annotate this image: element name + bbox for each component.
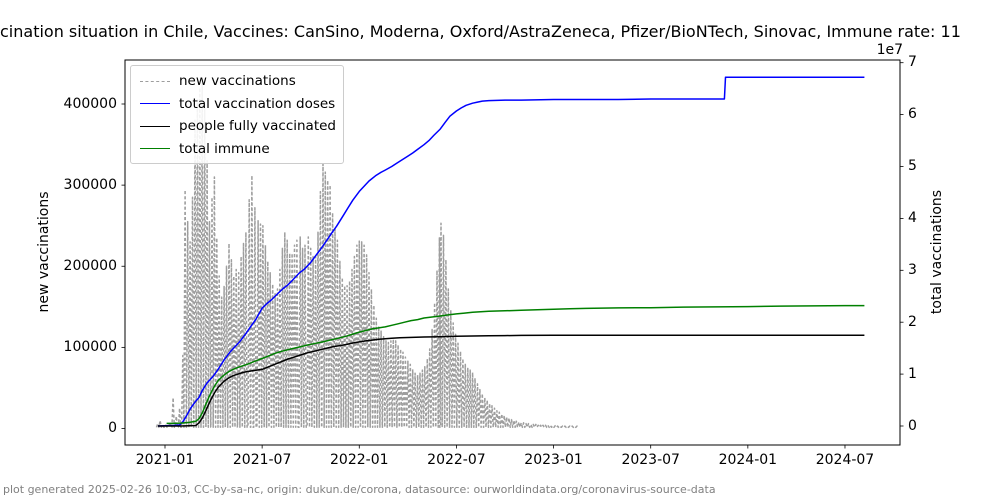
left-tick-label: 400000 xyxy=(63,95,117,112)
legend-swatch-total-immune xyxy=(140,148,170,150)
legend-item-total-vaccination-doses: total vaccination doses xyxy=(131,93,343,116)
series-line-total-vaccination-doses xyxy=(157,76,865,427)
legend-label-total-vaccination-doses: total vaccination doses xyxy=(179,95,336,112)
x-tick-label: 2024-01 xyxy=(718,452,778,468)
right-axis-offset-text: 1e7 xyxy=(876,42,903,58)
left-axis-label: new vaccinations xyxy=(36,191,52,313)
legend-swatch-total-vaccination-doses xyxy=(140,103,170,105)
left-tick-label: 200000 xyxy=(63,257,117,274)
legend-swatch-people-fully-vaccinated xyxy=(140,125,170,127)
legend-label-total-immune: total immune xyxy=(179,140,270,157)
x-tick-label: 2022-01 xyxy=(330,452,389,468)
legend-item-total-immune: total immune xyxy=(131,138,343,161)
right-tick-label: 4 xyxy=(908,209,917,226)
right-tick-label: 2 xyxy=(908,313,917,330)
x-tick-label: 2021-01 xyxy=(135,452,195,468)
x-tick-label: 2024-07 xyxy=(815,452,875,468)
x-tick-label: 2023-07 xyxy=(621,452,680,468)
x-tick-label: 2021-07 xyxy=(232,452,292,468)
legend-label-people-fully-vaccinated: people fully vaccinated xyxy=(179,118,336,135)
right-tick-label: 6 xyxy=(908,106,917,123)
legend-label-new-vaccinations: new vaccinations xyxy=(179,73,296,90)
right-axis-label: total vaccinations xyxy=(929,189,945,315)
series-line-total-immune xyxy=(166,304,865,425)
right-tick-label: 1 xyxy=(908,365,917,382)
right-tick-label: 3 xyxy=(908,261,917,278)
legend-item-new-vaccinations: new vaccinations xyxy=(131,70,343,93)
right-tick-label: 7 xyxy=(908,54,917,71)
series-line-new-vaccinations xyxy=(155,82,579,429)
legend-item-people-fully-vaccinated: people fully vaccinated xyxy=(131,115,343,138)
legend-swatch-new-vaccinations xyxy=(140,80,170,82)
right-tick-label: 0 xyxy=(908,417,917,434)
chart-title: cination situation in Chile, Vaccines: C… xyxy=(0,22,961,41)
left-tick-label: 300000 xyxy=(63,176,117,193)
right-tick-label: 5 xyxy=(908,158,917,174)
x-tick-label: 2022-07 xyxy=(427,452,486,468)
footer-credit: plot generated 2025-02-26 10:03, CC-by-s… xyxy=(3,483,716,496)
left-tick-label: 100000 xyxy=(63,338,117,355)
series-line-people-fully-vaccinated xyxy=(158,334,865,427)
legend: new vaccinations total vaccination doses p… xyxy=(130,65,344,164)
plot-frame xyxy=(124,59,901,446)
x-tick-label: 2023-01 xyxy=(524,452,583,468)
left-tick-label: 0 xyxy=(108,420,117,436)
